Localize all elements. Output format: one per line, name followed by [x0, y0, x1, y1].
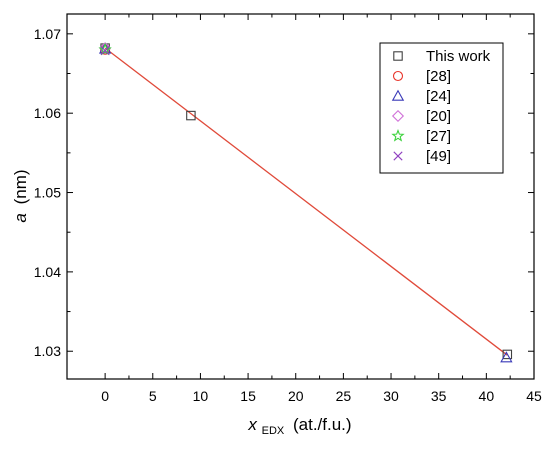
y-tick-label: 1.05 [34, 185, 61, 201]
x-axis-label-sub: EDX [262, 425, 285, 437]
axis-ticks: 0 5 10 15 20 25 30 35 40 45 1.03 1.04 1.05 1.06 1.07 [34, 14, 542, 404]
x-tick-label: 25 [336, 388, 352, 404]
legend-label: [27] [426, 128, 451, 145]
data-point-series-5-stroke [100, 45, 110, 56]
y-axis-label-unit: (nm) [11, 169, 30, 204]
legend-label: [24] [426, 88, 451, 105]
fit-line [104, 47, 508, 356]
x-tick-label: 35 [431, 388, 447, 404]
x-tick-label: 15 [240, 388, 256, 404]
data-point-series-2 [500, 351, 513, 363]
x-tick-label: 30 [383, 388, 399, 404]
x-tick-label: 0 [101, 388, 109, 404]
legend-marker-series-4 [391, 128, 405, 142]
legend-label: [20] [426, 108, 451, 125]
legend-box [379, 42, 504, 174]
legend-marker-series-2 [391, 89, 405, 101]
data-point-series-0 [502, 349, 513, 360]
legend-marker-series-3 [391, 109, 405, 123]
legend-entries: This work [28] [24] [20] [27] [49] [391, 48, 491, 165]
legend-marker-series-5-stroke [393, 151, 403, 161]
data-point-series-0 [186, 110, 196, 121]
x-tick-label: 10 [193, 388, 209, 404]
legend-label: [49] [426, 148, 451, 165]
y-tick-label: 1.04 [34, 264, 61, 280]
x-tick-label: 40 [479, 388, 495, 404]
x-tick-label: 20 [288, 388, 304, 404]
data-points-layer [98, 42, 513, 363]
legend-marker-series-1 [392, 70, 404, 82]
y-tick-label: 1.03 [34, 343, 61, 359]
y-axis-label: a (nm) [11, 169, 30, 222]
x-axis-label: x EDX (at./f.u.) [247, 415, 351, 438]
plot-frame [66, 13, 535, 380]
x-axis-label-main: x [247, 415, 257, 434]
legend-label: This work [426, 48, 491, 65]
data-point-series-5 [100, 45, 110, 56]
x-tick-label: 5 [149, 388, 157, 404]
y-axis-label-main: a [11, 213, 30, 222]
data-point-series-4 [98, 42, 112, 56]
x-tick-label: 45 [526, 388, 542, 404]
y-tick-label: 1.06 [34, 105, 61, 121]
legend: This work [28] [24] [20] [27] [49] [379, 42, 504, 174]
y-tick-label: 1.07 [34, 26, 61, 42]
x-axis-label-unit: (at./f.u.) [293, 415, 352, 434]
legend-label: [28] [426, 68, 451, 85]
legend-marker-series-0 [393, 51, 403, 61]
fit-line-layer [104, 47, 508, 356]
legend-marker-series-5 [393, 151, 403, 161]
